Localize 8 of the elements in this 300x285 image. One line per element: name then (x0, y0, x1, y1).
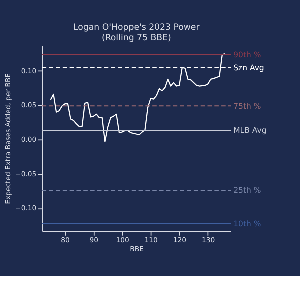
ref-line-label: MLB Avg (234, 126, 267, 136)
text: (Rolling 75 BBE) (102, 34, 172, 44)
text: Logan O'Hoppe's 2023 Power (74, 23, 200, 34)
ref-line-label: 75th % (234, 102, 262, 111)
ref-line-label: 25th % (234, 186, 262, 196)
ref-line-label: 10th % (234, 219, 262, 228)
ref-line-label: Szn Avg (234, 63, 264, 72)
ref-line-label: 90th % (234, 50, 262, 60)
